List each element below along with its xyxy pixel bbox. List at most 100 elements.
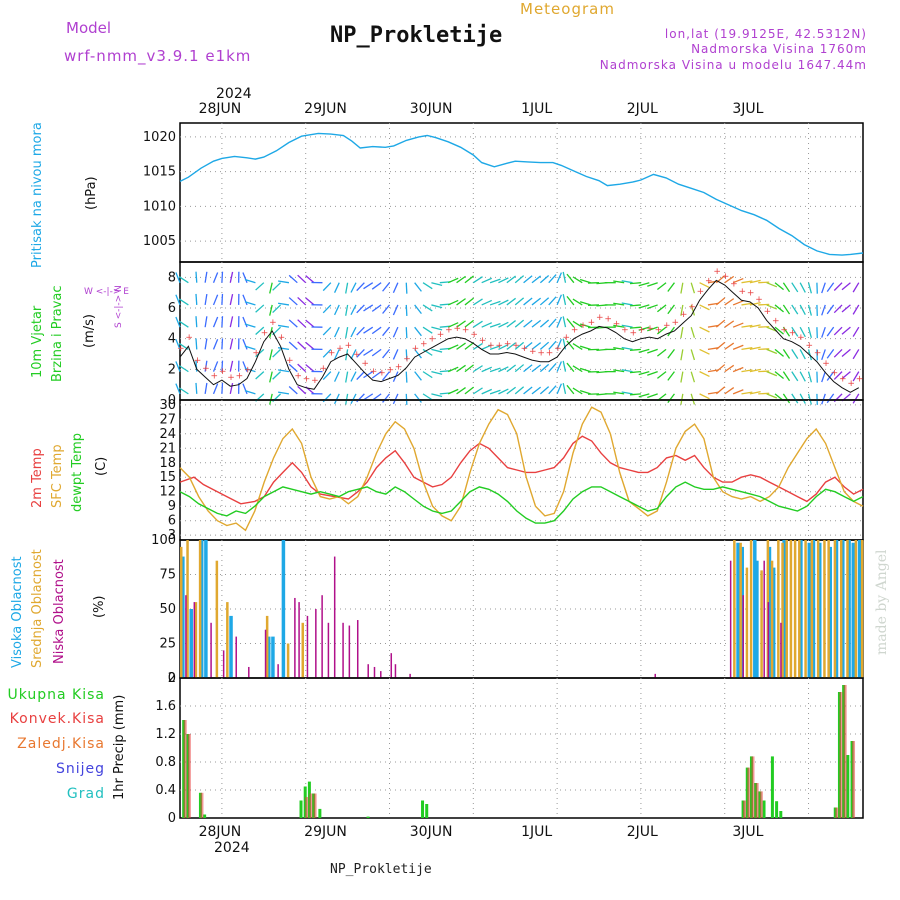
wind-barb bbox=[498, 343, 509, 350]
wind-barb bbox=[221, 360, 224, 372]
wind-barb bbox=[799, 326, 806, 338]
wind-barb bbox=[277, 302, 290, 306]
wind-gust-mark: + bbox=[487, 341, 495, 351]
wind-barb bbox=[562, 271, 567, 283]
wind-barb bbox=[244, 323, 256, 328]
wind-gust-mark: + bbox=[336, 344, 344, 354]
temperature-series-line-2 bbox=[179, 481, 864, 524]
wind-barb bbox=[638, 393, 650, 398]
cloud-bar-2 bbox=[367, 664, 369, 678]
wind-barb bbox=[405, 282, 408, 294]
wind-barb bbox=[766, 348, 778, 355]
wind-barb bbox=[629, 282, 641, 285]
wind-barb bbox=[852, 371, 860, 382]
wind-barb bbox=[297, 363, 307, 373]
wind-barb bbox=[272, 371, 282, 380]
wind-barb bbox=[178, 320, 189, 328]
wind-gust-mark: + bbox=[370, 367, 378, 377]
wind-barb bbox=[345, 371, 349, 383]
wind-barb bbox=[229, 316, 234, 328]
cloud-bar-2 bbox=[348, 625, 351, 678]
wind-barb bbox=[255, 282, 265, 291]
wind-barb bbox=[579, 345, 591, 351]
precip-bar-1 bbox=[200, 792, 204, 818]
wind-barb bbox=[272, 282, 282, 291]
wind-barb bbox=[333, 349, 340, 360]
wind-gust-mark: + bbox=[219, 367, 227, 377]
wind-barb bbox=[255, 304, 265, 313]
wind-barb bbox=[363, 282, 374, 290]
wind-barb bbox=[638, 326, 650, 331]
cloud-bar-2 bbox=[222, 650, 225, 678]
wind-barb bbox=[566, 273, 575, 284]
wind-barb bbox=[774, 348, 784, 357]
wind-barb bbox=[741, 324, 753, 328]
precip-bar-0 bbox=[775, 801, 779, 818]
wind-barb bbox=[613, 280, 625, 284]
wind-barb bbox=[288, 341, 298, 350]
wind-barb bbox=[782, 282, 791, 293]
wind-barb bbox=[566, 384, 575, 395]
precip-bar-1 bbox=[839, 692, 843, 818]
year-top: 2024 bbox=[216, 86, 252, 102]
cloud-bar-0 bbox=[857, 540, 862, 678]
cloud-bar-0 bbox=[181, 556, 185, 678]
wind-barb bbox=[833, 348, 843, 358]
wind-barb bbox=[548, 318, 557, 328]
wind-barb bbox=[680, 349, 684, 361]
wind-barb bbox=[350, 349, 357, 360]
wind-barb bbox=[821, 282, 826, 294]
precip-bar-1 bbox=[743, 800, 747, 818]
wind-barb bbox=[572, 387, 583, 395]
wind-barb bbox=[699, 393, 710, 400]
wind-barb bbox=[647, 348, 658, 354]
wind-barb bbox=[556, 339, 563, 350]
wind-barb bbox=[489, 345, 501, 351]
precip-legend-hail: Grad bbox=[66, 786, 105, 802]
wind-barb bbox=[667, 371, 675, 381]
wind-barb bbox=[690, 393, 696, 405]
precip-ytick-label: 1.6 bbox=[155, 699, 176, 714]
wind-barb bbox=[392, 326, 399, 338]
wind-barb bbox=[572, 298, 583, 306]
wind-barb bbox=[382, 326, 391, 337]
wind-barb bbox=[656, 282, 667, 290]
wind-gust-mark: + bbox=[638, 325, 646, 335]
wind-barb bbox=[269, 371, 273, 383]
cloud-bar-0 bbox=[199, 540, 204, 678]
cloud-bar-1 bbox=[286, 643, 290, 678]
lonlat-text: lon,lat (19.9125E, 42.5312N) bbox=[664, 27, 867, 41]
wind-barb bbox=[548, 296, 557, 306]
precip-bar-1 bbox=[747, 767, 751, 818]
wind-gust-mark: + bbox=[722, 272, 730, 282]
chart-title: NP_Prokletije bbox=[330, 23, 503, 48]
wind-barb bbox=[556, 272, 563, 283]
wind-gust-mark: + bbox=[537, 348, 545, 358]
wind-barb bbox=[826, 349, 835, 359]
cloud-bar-0 bbox=[736, 542, 740, 678]
wind-barb bbox=[732, 277, 744, 284]
pressure-ytick-label: 1020 bbox=[143, 130, 176, 145]
precip-bar-0 bbox=[299, 800, 303, 818]
wind-barb bbox=[656, 348, 667, 357]
wind-gust-mark: + bbox=[420, 339, 428, 349]
wind-barb bbox=[647, 326, 658, 332]
cloud-bar-0 bbox=[847, 540, 851, 678]
precip-bar-1 bbox=[309, 793, 313, 818]
wind-barb bbox=[322, 371, 332, 380]
cloud-ytick-label: 100 bbox=[151, 533, 176, 548]
wind-barb bbox=[481, 322, 493, 328]
wind-gust-mark: + bbox=[630, 329, 638, 339]
wind-gust-mark: + bbox=[294, 371, 302, 381]
wind-barb bbox=[178, 365, 189, 373]
cloud-bar-0 bbox=[841, 540, 845, 678]
wind-barb bbox=[715, 341, 726, 350]
wind-barb bbox=[414, 304, 422, 315]
x-label-top: 2JUL bbox=[627, 101, 658, 117]
temperature-ytick-label: 27 bbox=[159, 412, 176, 427]
wind-barb bbox=[472, 365, 483, 373]
wind-barb bbox=[758, 303, 770, 306]
wind-barb bbox=[345, 304, 349, 316]
cloud-bar-2 bbox=[298, 602, 300, 678]
temperature-ytick-label: 9 bbox=[168, 499, 176, 514]
